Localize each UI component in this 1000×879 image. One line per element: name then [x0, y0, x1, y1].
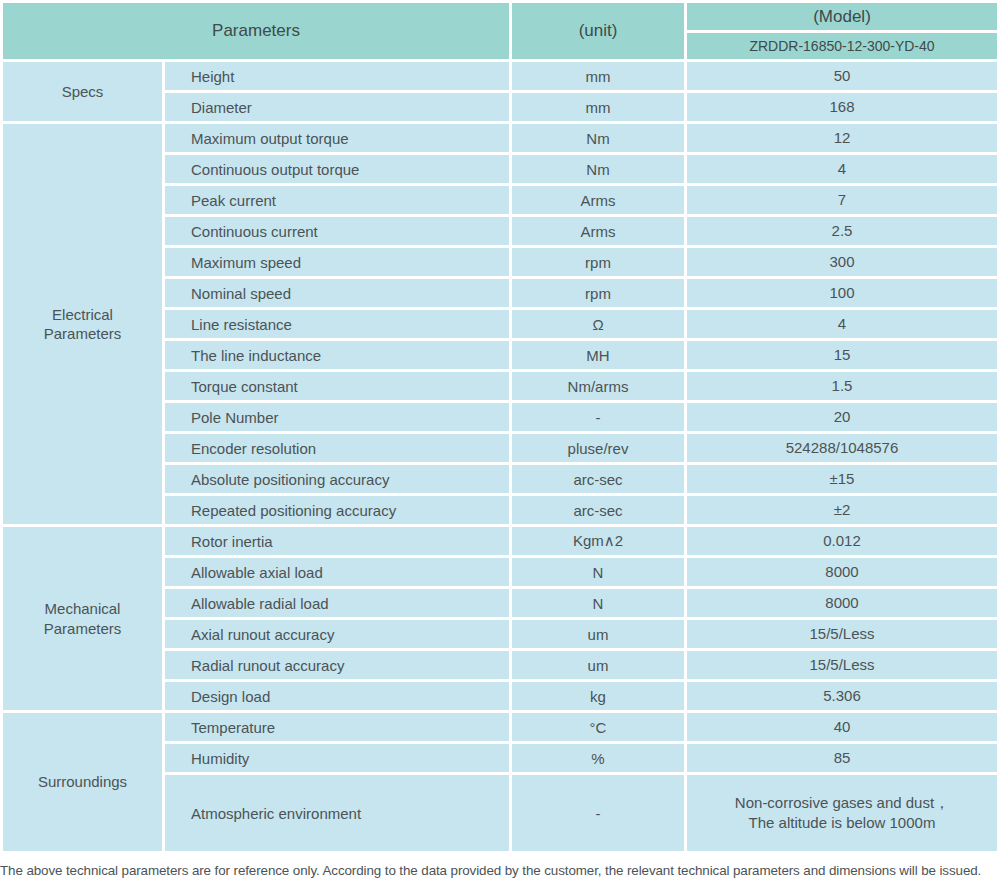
- param-name: Design load: [165, 682, 509, 710]
- spec-table: Parameters (unit) (Model) ZRDDR-16850-12…: [0, 0, 1000, 854]
- param-name: Peak current: [165, 186, 509, 214]
- header-model-number: ZRDDR-16850-12-300-YD-40: [687, 33, 997, 59]
- header-model: (Model): [687, 3, 997, 30]
- param-unit: Arms: [512, 186, 684, 214]
- param-name: Continuous output torque: [165, 155, 509, 183]
- param-name: Line resistance: [165, 310, 509, 338]
- param-value: 85: [687, 744, 997, 772]
- param-name: Continuous current: [165, 217, 509, 245]
- table-row: SurroundingsTemperature°C40: [3, 713, 997, 741]
- param-value: 7: [687, 186, 997, 214]
- param-value: Non-corrosive gases and dust， The altitu…: [687, 775, 997, 851]
- param-name: Encoder resolution: [165, 434, 509, 462]
- param-value: 100: [687, 279, 997, 307]
- param-unit: Ω: [512, 310, 684, 338]
- table-header: Parameters (unit) (Model) ZRDDR-16850-12…: [3, 3, 997, 59]
- param-value: 300: [687, 248, 997, 276]
- param-unit: Nm/arms: [512, 372, 684, 400]
- table-row: Mechanical ParametersRotor inertiaKgm∧20…: [3, 527, 997, 555]
- group-label: Specs: [3, 62, 162, 121]
- param-unit: -: [512, 403, 684, 431]
- param-value: 8000: [687, 558, 997, 586]
- param-name: Nominal speed: [165, 279, 509, 307]
- param-name: Maximum output torque: [165, 124, 509, 152]
- group-label: Surroundings: [3, 713, 162, 851]
- param-unit: MH: [512, 341, 684, 369]
- param-unit: Nm: [512, 124, 684, 152]
- param-unit: rpm: [512, 279, 684, 307]
- param-value: 168: [687, 93, 997, 121]
- param-unit: arc-sec: [512, 465, 684, 493]
- param-unit: um: [512, 651, 684, 679]
- param-value: ±2: [687, 496, 997, 524]
- param-name: Temperature: [165, 713, 509, 741]
- param-value: 50: [687, 62, 997, 90]
- param-name: Humidity: [165, 744, 509, 772]
- param-value: 40: [687, 713, 997, 741]
- group-label: Electrical Parameters: [3, 124, 162, 524]
- param-unit: N: [512, 558, 684, 586]
- param-value: 20: [687, 403, 997, 431]
- param-unit: N: [512, 589, 684, 617]
- param-unit: um: [512, 620, 684, 648]
- param-value: 4: [687, 155, 997, 183]
- param-unit: rpm: [512, 248, 684, 276]
- param-unit: Kgm∧2: [512, 527, 684, 555]
- param-name: Atmospheric environment: [165, 775, 509, 851]
- param-value: 15/5/Less: [687, 651, 997, 679]
- param-name: Allowable axial load: [165, 558, 509, 586]
- param-value: 0.012: [687, 527, 997, 555]
- param-value: 1.5: [687, 372, 997, 400]
- header-unit: (unit): [512, 3, 684, 59]
- param-unit: arc-sec: [512, 496, 684, 524]
- param-unit: pluse/rev: [512, 434, 684, 462]
- param-name: Allowable radial load: [165, 589, 509, 617]
- param-value: ±15: [687, 465, 997, 493]
- param-unit: -: [512, 775, 684, 851]
- param-unit: Nm: [512, 155, 684, 183]
- param-unit: mm: [512, 93, 684, 121]
- param-name: Torque constant: [165, 372, 509, 400]
- group-label: Mechanical Parameters: [3, 527, 162, 710]
- param-value: 4: [687, 310, 997, 338]
- param-value: 2.5: [687, 217, 997, 245]
- param-value: 5.306: [687, 682, 997, 710]
- param-unit: kg: [512, 682, 684, 710]
- param-unit: %: [512, 744, 684, 772]
- param-value: 524288/1048576: [687, 434, 997, 462]
- table-row: Electrical ParametersMaximum output torq…: [3, 124, 997, 152]
- param-unit: °C: [512, 713, 684, 741]
- param-name: Repeated positioning accuracy: [165, 496, 509, 524]
- table-row: SpecsHeightmm50: [3, 62, 997, 90]
- param-value: 15/5/Less: [687, 620, 997, 648]
- param-value: 12: [687, 124, 997, 152]
- param-value: 8000: [687, 589, 997, 617]
- table-body: SpecsHeightmm50 Diametermm168 Electrical P…: [3, 62, 997, 851]
- footnote: The above technical parameters are for r…: [0, 863, 1000, 878]
- param-unit: Arms: [512, 217, 684, 245]
- spec-sheet: Parameters (unit) (Model) ZRDDR-16850-12…: [0, 0, 1000, 878]
- param-name: Maximum speed: [165, 248, 509, 276]
- param-name: Axial runout accuracy: [165, 620, 509, 648]
- param-name: Absolute positioning accuracy: [165, 465, 509, 493]
- header-parameters: Parameters: [3, 3, 509, 59]
- param-name: Radial runout accuracy: [165, 651, 509, 679]
- param-name: Height: [165, 62, 509, 90]
- param-name: The line inductance: [165, 341, 509, 369]
- param-name: Pole Number: [165, 403, 509, 431]
- param-name: Diameter: [165, 93, 509, 121]
- param-name: Rotor inertia: [165, 527, 509, 555]
- param-unit: mm: [512, 62, 684, 90]
- param-value: 15: [687, 341, 997, 369]
